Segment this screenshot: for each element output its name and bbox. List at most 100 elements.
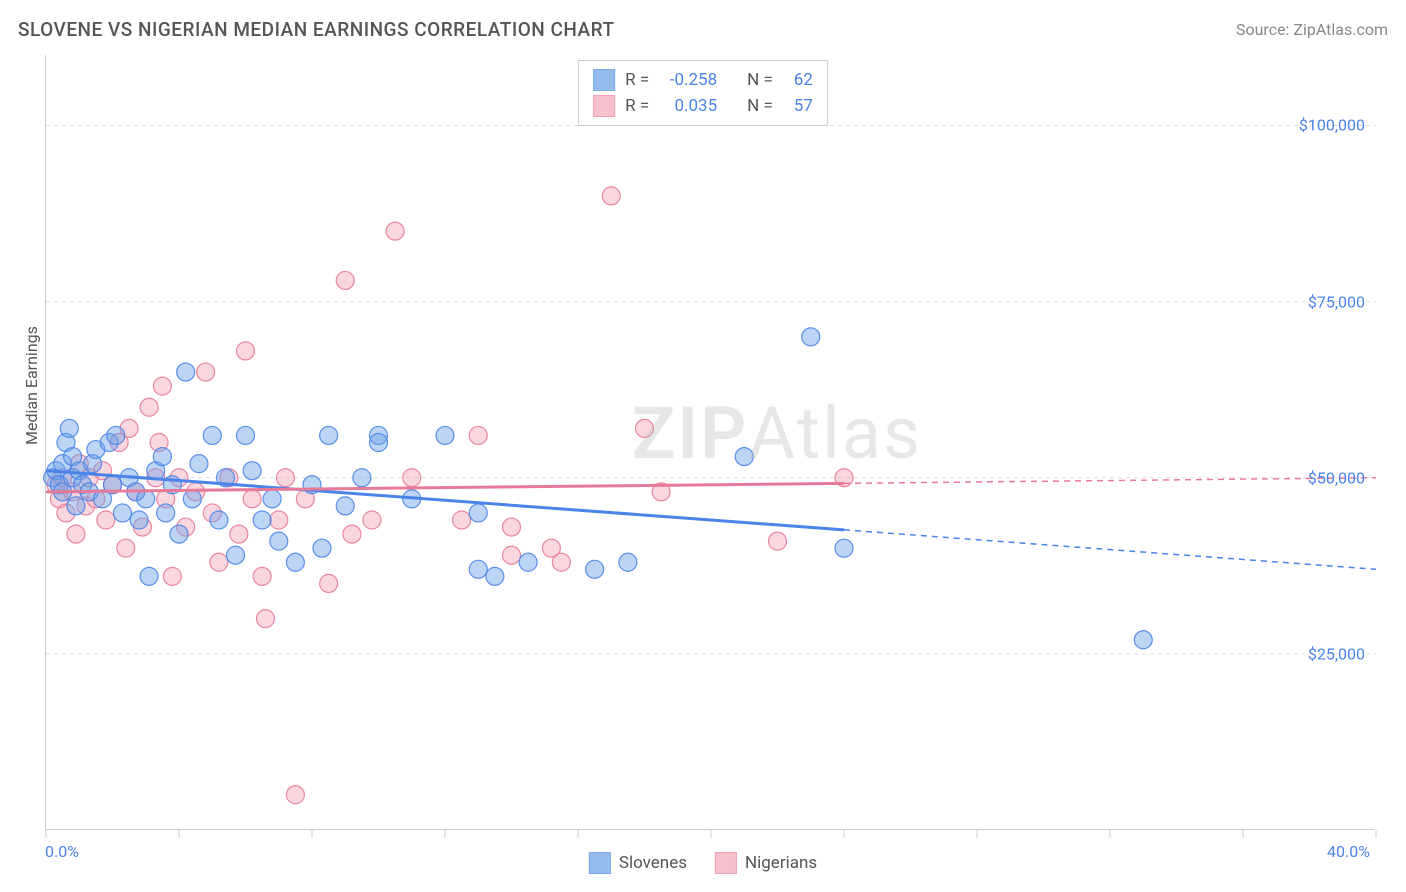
- scatter-point: [227, 546, 245, 564]
- y-tick-label: $25,000: [1308, 644, 1365, 663]
- scatter-point: [163, 567, 181, 585]
- scatter-point: [336, 271, 354, 289]
- scatter-point: [503, 518, 521, 536]
- trend-line-dashed: [844, 530, 1376, 569]
- scatter-point: [270, 511, 288, 529]
- stat-N-label: N =: [747, 70, 773, 90]
- scatter-point: [153, 377, 171, 395]
- chart-container: SLOVENE VS NIGERIAN MEDIAN EARNINGS CORR…: [0, 0, 1406, 892]
- bottom-legend-item: Nigerians: [715, 852, 817, 874]
- scatter-point: [137, 490, 155, 508]
- scatter-point: [130, 511, 148, 529]
- scatter-point: [256, 610, 274, 628]
- scatter-point: [519, 553, 537, 571]
- scatter-point: [802, 328, 820, 346]
- trend-line-dashed: [844, 478, 1376, 484]
- legend-label: Slovenes: [619, 853, 687, 873]
- scatter-point: [67, 497, 85, 515]
- scatter-point: [97, 511, 115, 529]
- scatter-point: [107, 426, 125, 444]
- scatter-point: [403, 469, 421, 487]
- chart-title: SLOVENE VS NIGERIAN MEDIAN EARNINGS CORR…: [18, 18, 615, 41]
- legend-swatch: [589, 852, 611, 874]
- legend-swatch: [593, 95, 615, 117]
- scatter-point: [353, 469, 371, 487]
- scatter-point: [190, 455, 208, 473]
- x-axis-label: 0.0%: [45, 842, 79, 861]
- y-tick-label: $75,000: [1308, 292, 1365, 311]
- scatter-point: [336, 497, 354, 515]
- scatter-point: [60, 419, 78, 437]
- scatter-point: [253, 511, 271, 529]
- scatter-point: [203, 426, 221, 444]
- scatter-point: [177, 363, 195, 381]
- bottom-legend: Slovenes Nigerians: [589, 852, 817, 874]
- y-axis-title: Median Earnings: [22, 326, 41, 445]
- scatter-point: [210, 511, 228, 529]
- scatter-point: [469, 426, 487, 444]
- stat-R-label: R =: [625, 70, 649, 90]
- bottom-legend-item: Slovenes: [589, 852, 687, 874]
- scatter-point: [552, 553, 570, 571]
- scatter-point: [313, 539, 331, 557]
- legend-swatch: [715, 852, 737, 874]
- title-bar: SLOVENE VS NIGERIAN MEDIAN EARNINGS CORR…: [18, 18, 1388, 41]
- stat-N-value: 57: [783, 96, 813, 116]
- y-tick-label: $50,000: [1308, 468, 1365, 487]
- scatter-point: [343, 525, 361, 543]
- scatter-point: [386, 222, 404, 240]
- scatter-point: [436, 426, 454, 444]
- scatter-point: [237, 426, 255, 444]
- stats-legend-row: R = -0.258 N = 62: [593, 67, 813, 93]
- scatter-point: [1134, 631, 1152, 649]
- scatter-point: [363, 511, 381, 529]
- scatter-point: [140, 567, 158, 585]
- scatter-point: [243, 462, 261, 480]
- scatter-point: [503, 546, 521, 564]
- scatter-point: [67, 525, 85, 543]
- scatter-point: [183, 490, 201, 508]
- stat-N-label: N =: [747, 96, 773, 116]
- scatter-point: [237, 342, 255, 360]
- stats-legend-row: R = 0.035 N = 57: [593, 93, 813, 119]
- legend-label: Nigerians: [745, 853, 817, 873]
- scatter-point: [113, 504, 131, 522]
- scatter-point: [636, 419, 654, 437]
- scatter-point: [197, 363, 215, 381]
- scatter-point: [619, 553, 637, 571]
- scatter-point: [276, 469, 294, 487]
- scatter-point: [602, 187, 620, 205]
- scatter-point: [263, 490, 281, 508]
- scatter-point: [210, 553, 228, 571]
- stat-R-value: 0.035: [659, 96, 717, 116]
- scatter-point: [286, 553, 304, 571]
- stat-N-value: 62: [783, 70, 813, 90]
- stats-legend: R = -0.258 N = 62 R = 0.035 N = 57: [578, 60, 828, 126]
- scatter-point: [320, 574, 338, 592]
- scatter-point: [735, 448, 753, 466]
- plot-svg: [46, 55, 1375, 829]
- scatter-point: [286, 786, 304, 804]
- scatter-point: [453, 511, 471, 529]
- scatter-point: [469, 504, 487, 522]
- scatter-point: [140, 398, 158, 416]
- scatter-point: [320, 426, 338, 444]
- legend-swatch: [593, 69, 615, 91]
- scatter-point: [243, 490, 261, 508]
- y-tick-label: $100,000: [1299, 116, 1365, 135]
- scatter-point: [117, 539, 135, 557]
- scatter-point: [170, 525, 188, 543]
- scatter-point: [157, 504, 175, 522]
- scatter-point: [253, 567, 271, 585]
- scatter-point: [370, 434, 388, 452]
- x-axis-label: 40.0%: [1327, 842, 1370, 861]
- stat-R-value: -0.258: [659, 70, 717, 90]
- stat-R-label: R =: [625, 96, 649, 116]
- scatter-point: [769, 532, 787, 550]
- scatter-point: [835, 539, 853, 557]
- source-label: Source: ZipAtlas.com: [1236, 20, 1388, 39]
- scatter-point: [586, 560, 604, 578]
- scatter-point: [153, 448, 171, 466]
- scatter-point: [230, 525, 248, 543]
- scatter-point: [486, 567, 504, 585]
